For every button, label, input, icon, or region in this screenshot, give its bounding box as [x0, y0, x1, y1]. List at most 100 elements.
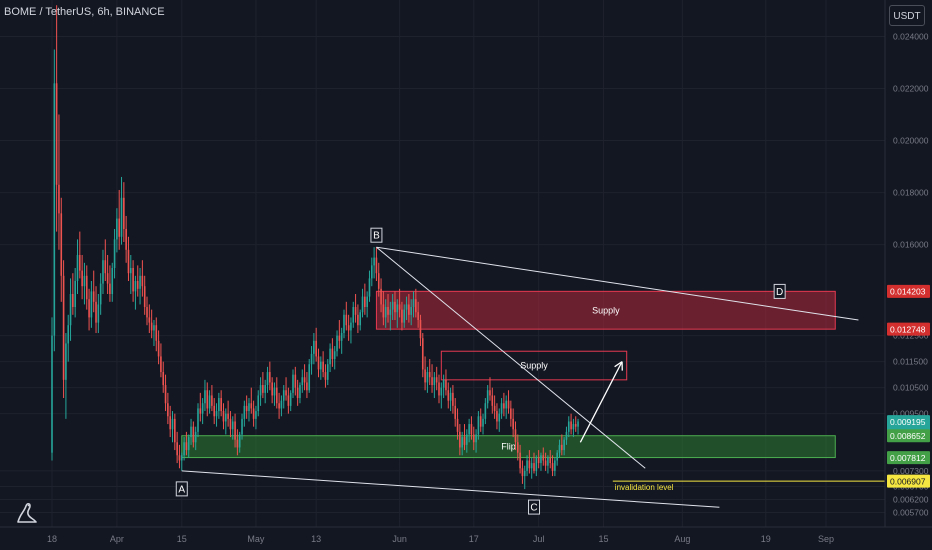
candle: [178, 455, 181, 461]
price-axis-tick: 0.024000: [893, 32, 929, 42]
flip-price-label: [887, 429, 930, 443]
candle: [459, 431, 461, 448]
price-axis-tick: 0.005700: [893, 508, 929, 518]
candle: [352, 307, 355, 323]
candle: [510, 408, 512, 419]
price-axis-tick: 0.010500: [893, 383, 929, 393]
candle: [250, 403, 253, 409]
candle: [183, 442, 185, 456]
trendline: [181, 470, 720, 508]
candle: [215, 411, 218, 417]
candle: [211, 395, 213, 406]
candle: [324, 372, 327, 380]
candle: [442, 379, 445, 388]
candle: [567, 421, 570, 432]
candle: [155, 325, 158, 341]
time-axis-tick: Apr: [110, 534, 124, 544]
supply-price-label: [887, 322, 930, 336]
candle: [231, 421, 234, 430]
candle: [426, 372, 429, 383]
candle: [340, 333, 343, 341]
currency-button[interactable]: USDT: [889, 5, 925, 26]
candle: [245, 405, 248, 412]
candle: [486, 390, 489, 404]
candle: [326, 364, 329, 380]
candle: [169, 416, 171, 430]
candle: [317, 356, 320, 370]
candle: [139, 275, 141, 289]
candle: [162, 372, 165, 386]
candle: [199, 408, 202, 414]
candle: [500, 403, 503, 414]
invalidation-label: invalidation level: [615, 483, 674, 492]
zone-label: Supply: [520, 361, 548, 371]
candle: [106, 273, 109, 284]
candle: [72, 294, 74, 308]
candle: [294, 374, 297, 388]
candle: [384, 307, 387, 318]
candle: [574, 424, 577, 427]
candle: [259, 385, 262, 396]
candle: [60, 213, 63, 276]
candle: [299, 385, 301, 399]
candle: [282, 390, 285, 401]
flip-zone: [181, 435, 836, 459]
candle: [141, 275, 144, 287]
candle: [507, 400, 510, 409]
candle: [521, 468, 524, 477]
candle: [370, 265, 373, 279]
candle: [308, 364, 311, 391]
candle: [236, 439, 239, 448]
candle: [90, 291, 93, 318]
candle: [271, 382, 273, 396]
candle: [336, 335, 338, 352]
price-label-text: 0.012748: [890, 324, 926, 334]
candle: [572, 424, 575, 430]
candle: [264, 385, 267, 393]
candle: [454, 405, 457, 419]
candle: [111, 267, 114, 295]
candle: [58, 184, 60, 214]
wave-point-label: B: [373, 231, 380, 242]
candle: [431, 377, 433, 386]
candle: [415, 299, 417, 313]
price-label-text: 0.008652: [890, 431, 926, 441]
candle: [273, 387, 276, 396]
candle: [565, 431, 568, 440]
candle: [526, 460, 528, 471]
candle: [201, 403, 204, 414]
candle: [338, 335, 341, 341]
time-axis-tick: 15: [177, 534, 187, 544]
candle: [343, 314, 345, 334]
candle: [296, 387, 299, 399]
candle: [389, 309, 392, 315]
candle: [373, 257, 375, 266]
candle: [542, 455, 545, 461]
candle: [65, 343, 67, 380]
candle: [148, 317, 151, 323]
candle: [377, 273, 380, 289]
candle: [218, 398, 220, 412]
candle: [269, 372, 271, 383]
candle: [95, 301, 97, 323]
time-axis-tick: May: [247, 534, 265, 544]
candle: [472, 434, 475, 443]
price-axis-tick: 0.006200: [893, 494, 929, 504]
candle: [350, 322, 352, 331]
candle: [482, 418, 484, 427]
candle: [306, 382, 308, 391]
candle: [76, 254, 79, 282]
supply-price-label: [887, 284, 930, 298]
candle: [153, 325, 155, 331]
candle: [387, 307, 389, 315]
zone-layer: Supply Supply Flip: [181, 290, 836, 459]
time-axis-tick: 15: [599, 534, 609, 544]
candle: [88, 299, 90, 318]
candle: [275, 387, 278, 404]
zone-label: Flip: [501, 442, 516, 452]
candle: [503, 403, 505, 409]
candle: [403, 309, 406, 323]
candle: [479, 416, 482, 427]
